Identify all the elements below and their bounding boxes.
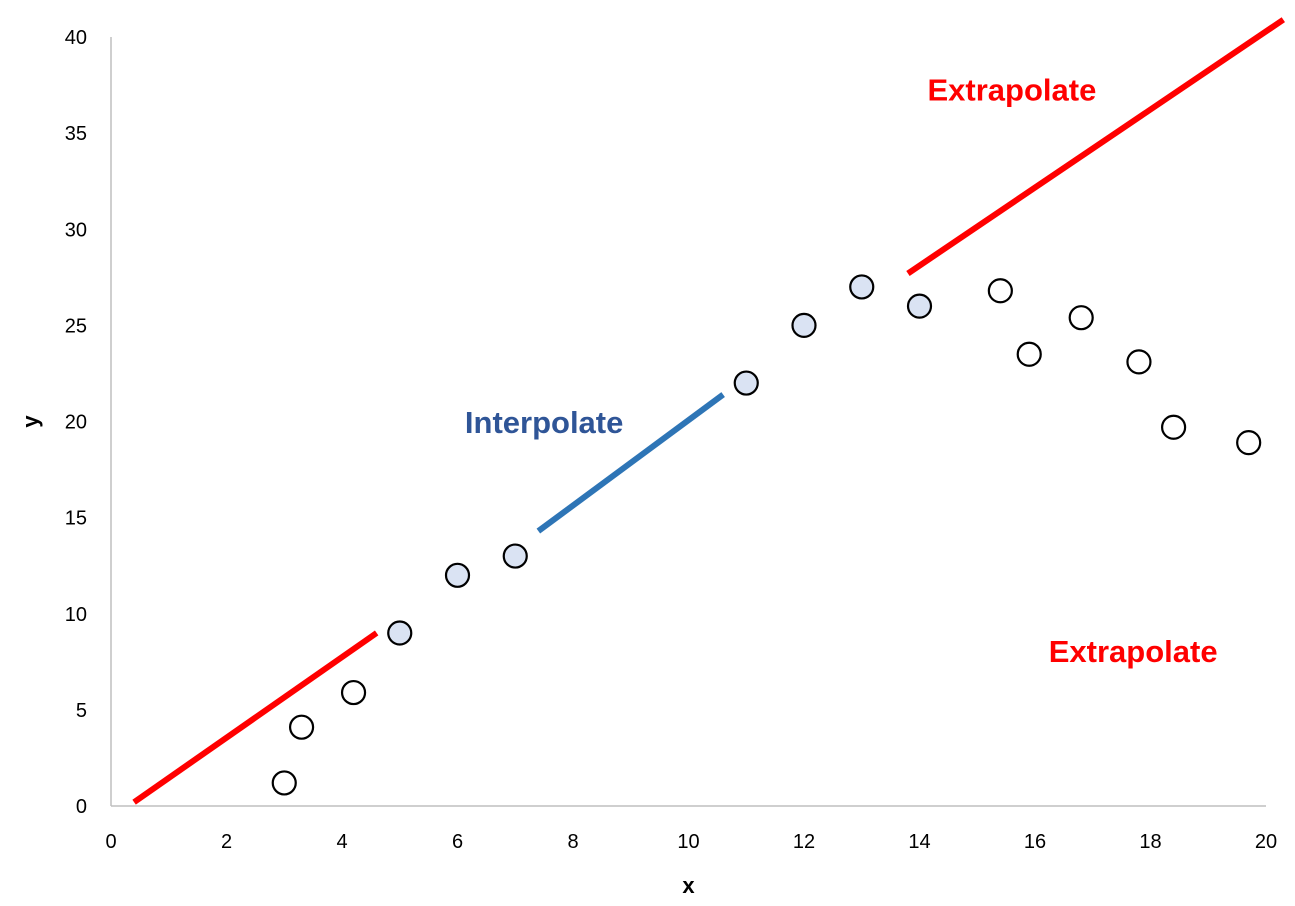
x-tick-labels: 0 2 4 6 8 10 12 14 16 18 20	[105, 831, 1277, 853]
x-tick-label: 18	[1139, 831, 1161, 853]
hollow-data-point	[987, 278, 1013, 304]
hollow-data-point	[1016, 341, 1042, 367]
annotation-label: Extrapolate	[1049, 634, 1218, 669]
extrapolate-high-line	[906, 17, 1286, 276]
x-tick-label: 16	[1024, 831, 1046, 853]
filled-data-point	[733, 370, 759, 396]
axes	[110, 37, 1266, 807]
x-tick-label: 20	[1255, 831, 1277, 853]
y-tick-label: 25	[65, 315, 87, 337]
filled-data-point	[502, 543, 528, 569]
y-tick-label: 0	[76, 796, 87, 818]
x-tick-label: 0	[105, 831, 116, 853]
y-tick-label: 5	[76, 700, 87, 722]
hollow-data-point	[1160, 414, 1187, 440]
data-points	[271, 274, 1262, 796]
filled-data-point	[791, 312, 817, 338]
x-tick-label: 6	[452, 831, 463, 853]
hollow-data-point	[1126, 349, 1152, 375]
y-axis-title: y	[18, 415, 43, 428]
x-tick-label: 12	[793, 831, 815, 853]
y-tick-label: 10	[65, 604, 87, 626]
x-tick-label: 8	[567, 831, 578, 853]
annotation-label: Interpolate	[465, 405, 623, 440]
trend-lines	[132, 17, 1286, 805]
y-tick-label: 30	[65, 219, 87, 241]
hollow-data-point	[288, 714, 315, 740]
x-axis-title: x	[682, 873, 695, 898]
x-tick-label: 10	[677, 831, 699, 853]
hollow-data-point	[1236, 430, 1262, 456]
interpolate-line	[536, 392, 725, 534]
hollow-data-point	[340, 679, 367, 706]
filled-data-point	[906, 293, 933, 319]
filled-data-point	[444, 562, 471, 588]
y-tick-label: 20	[65, 412, 87, 434]
extrapolate-low-line	[132, 630, 379, 805]
x-tick-label: 2	[221, 831, 232, 853]
filled-data-point	[387, 620, 413, 646]
annotation-label: Extrapolate	[927, 72, 1096, 107]
y-tick-labels: 0 5 10 15 20 25 30 35 40	[65, 27, 87, 818]
y-tick-label: 15	[65, 508, 87, 530]
hollow-data-point	[1068, 305, 1094, 331]
hollow-data-point	[271, 770, 297, 796]
x-tick-label: 4	[336, 831, 347, 853]
x-tick-label: 14	[908, 831, 930, 853]
y-tick-label: 40	[65, 27, 87, 49]
annotations: Extrapolate Interpolate Extrapolate	[465, 72, 1218, 668]
filled-data-point	[849, 274, 875, 300]
y-tick-label: 35	[65, 123, 87, 145]
